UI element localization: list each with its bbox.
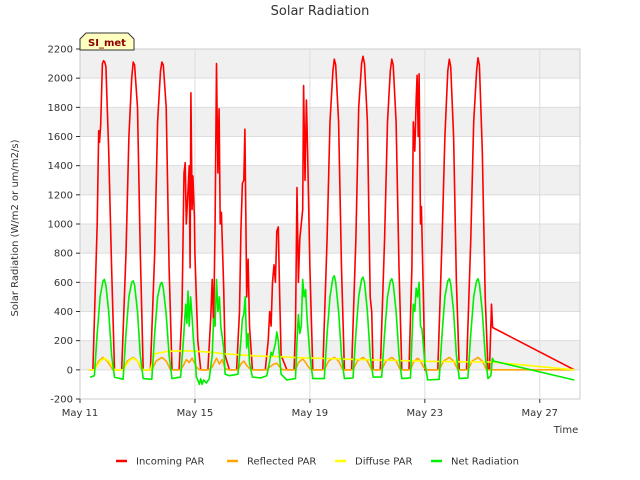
plot-band	[80, 340, 580, 370]
series-lines	[88, 55, 575, 386]
chart-title: Solar Radiation	[271, 4, 370, 19]
y-tick-label: 2200	[48, 45, 73, 56]
y-tick-label: -200	[50, 395, 73, 406]
x-tick-labels: May 11 May 15 May 19 May 23 May 27	[62, 399, 558, 419]
plot-band	[80, 311, 580, 341]
x-tick-label: May 15	[177, 408, 214, 419]
plot-band	[80, 369, 580, 399]
series-line-net-radiation	[89, 275, 575, 386]
legend: Incoming PAR Reflected PAR Diffuse PAR Net …	[116, 457, 519, 468]
y-tick-label: 1000	[48, 220, 73, 231]
x-tick-label: May 11	[62, 408, 99, 419]
y-tick-label: 1600	[48, 132, 73, 143]
series-line-diffuse-par	[88, 350, 575, 371]
y-axis-label: Solar Radiation (W/m2 or um/m2/s)	[10, 139, 21, 316]
plot-band	[80, 253, 580, 283]
legend-label-incoming-par: Incoming PAR	[136, 457, 205, 468]
series-line-incoming-par	[88, 55, 575, 371]
y-tick-label: 600	[54, 278, 73, 289]
x-tick-label: May 27	[521, 408, 558, 419]
plot-band	[80, 165, 580, 195]
y-tick-label: 1200	[48, 190, 73, 201]
site-label-background	[79, 32, 135, 51]
y-tick-label: 1800	[48, 103, 73, 114]
legend-label-diffuse-par: Diffuse PAR	[355, 457, 412, 468]
plot-band	[80, 49, 580, 79]
site-label-box: SI_met	[79, 32, 135, 51]
legend-label-reflected-par: Reflected PAR	[247, 457, 316, 468]
y-tick-label: 400	[54, 307, 73, 318]
x-tick-label: May 19	[292, 408, 329, 419]
y-tick-label: 2000	[48, 74, 73, 85]
y-tick-label: 200	[54, 336, 73, 347]
plot-band	[80, 78, 580, 108]
plot-band	[80, 224, 580, 254]
x-tick-label: May 23	[407, 408, 444, 419]
plot-band	[80, 194, 580, 224]
y-tick-label: 1400	[48, 161, 73, 172]
y-tick-label: 0	[67, 365, 73, 376]
y-tick-labels: -200 0 200 400 600 800 1000 1200 1400 1600 1800 200…	[48, 45, 80, 406]
site-label: SI_met	[88, 38, 126, 49]
y-tick-label: 800	[54, 249, 73, 260]
legend-label-net-radiation: Net Radiation	[451, 457, 519, 468]
x-axis-label: Time	[553, 425, 578, 436]
